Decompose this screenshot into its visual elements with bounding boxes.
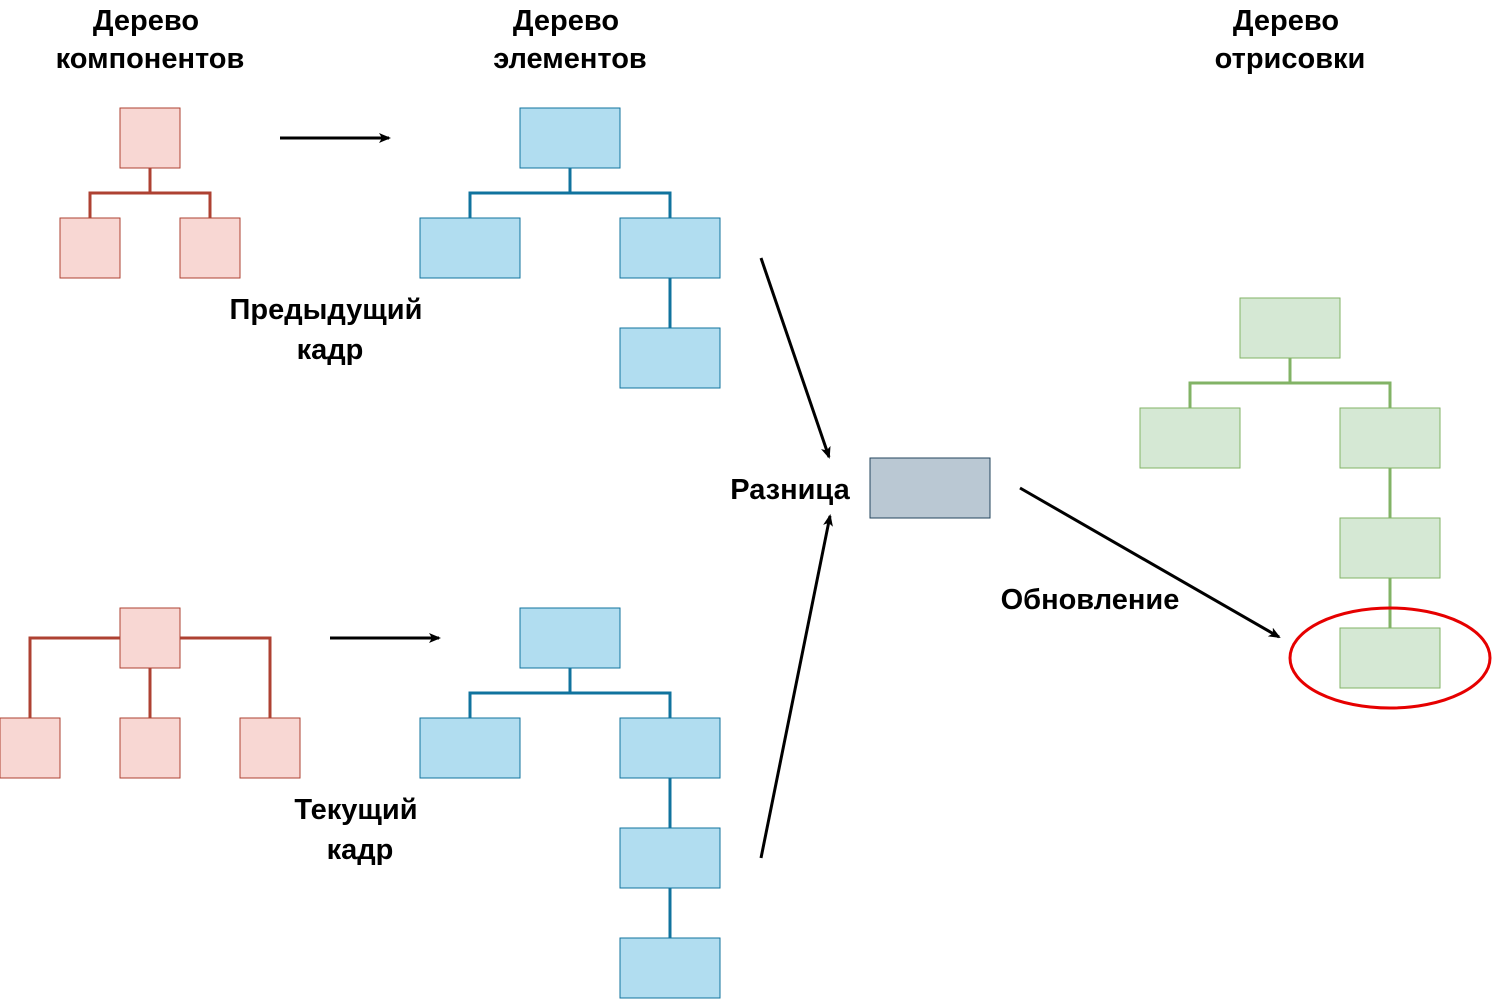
component-node bbox=[119, 717, 181, 779]
element-node bbox=[619, 327, 721, 389]
heading-element-tree: Дерево элементов bbox=[493, 5, 647, 75]
arrow-diff-to-render bbox=[1019, 486, 1281, 639]
render-tree bbox=[1139, 297, 1441, 689]
component-node bbox=[179, 217, 241, 279]
component-node bbox=[0, 717, 61, 779]
previous-component-tree bbox=[59, 107, 241, 279]
element-node bbox=[519, 607, 621, 669]
render-node bbox=[1339, 407, 1441, 469]
tree-edge bbox=[468, 668, 672, 938]
element-node bbox=[619, 717, 721, 779]
component-node bbox=[59, 217, 121, 279]
previous-frame-label: Предыдущий кадр bbox=[230, 294, 431, 366]
element-node bbox=[419, 717, 521, 779]
previous-element-tree bbox=[419, 107, 721, 389]
diff-node bbox=[869, 457, 991, 519]
element-node bbox=[519, 107, 621, 169]
component-node bbox=[119, 107, 181, 169]
component-node bbox=[119, 607, 181, 669]
component-node bbox=[239, 717, 301, 779]
heading-render-tree: Дерево отрисовки bbox=[1215, 5, 1366, 75]
current-component-tree bbox=[0, 607, 301, 779]
tree-edge bbox=[28, 636, 272, 718]
element-node bbox=[419, 217, 521, 279]
current-element-tree bbox=[419, 607, 721, 999]
heading-component-tree: Дерево компонентов bbox=[56, 5, 245, 75]
diff-label: Разница bbox=[730, 474, 850, 506]
tree-edge bbox=[468, 168, 672, 328]
render-node bbox=[1139, 407, 1241, 469]
current-frame-label: Текущий кадр bbox=[294, 794, 425, 866]
arrow-previous-to-diff bbox=[759, 257, 831, 459]
arrow-current-to-diff bbox=[759, 514, 833, 859]
tree-edge bbox=[88, 168, 212, 218]
render-node bbox=[1239, 297, 1341, 359]
element-node bbox=[619, 937, 721, 999]
tree-edge bbox=[1188, 358, 1392, 628]
update-label: Обновление bbox=[1001, 584, 1180, 616]
render-node bbox=[1339, 517, 1441, 579]
updated-node-highlight bbox=[1288, 606, 1492, 710]
render-node-updated bbox=[1339, 627, 1441, 689]
element-node bbox=[619, 217, 721, 279]
element-node bbox=[619, 827, 721, 889]
